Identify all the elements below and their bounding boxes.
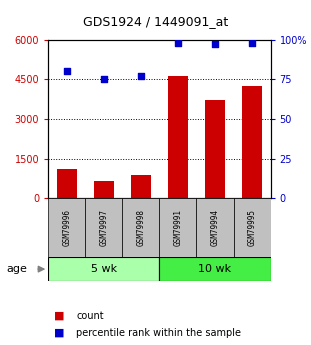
Text: GSM79994: GSM79994 [211,209,220,246]
Point [101,77,106,82]
Bar [122,198,159,257]
Bar [48,198,85,257]
Bar [131,175,151,198]
Bar [234,198,271,257]
Bar [159,257,271,281]
Text: GSM79991: GSM79991 [174,209,183,246]
Bar [57,169,77,198]
Text: 5 wk: 5 wk [91,264,117,274]
Point [249,40,254,46]
Text: percentile rank within the sample: percentile rank within the sample [76,328,241,338]
Bar [94,181,114,198]
Point [64,69,69,74]
Text: 10 wk: 10 wk [198,264,232,274]
Text: GDS1924 / 1449091_at: GDS1924 / 1449091_at [83,14,228,28]
Bar [242,87,262,198]
Text: ■: ■ [54,328,65,338]
Text: count: count [76,311,104,321]
Text: GSM79997: GSM79997 [99,209,108,246]
Bar [48,257,159,281]
Bar [159,198,197,257]
Bar [85,198,122,257]
Text: GSM79995: GSM79995 [248,209,257,246]
Point [138,73,143,79]
Point [175,40,180,46]
Text: age: age [6,264,27,274]
Bar [168,76,188,198]
Text: GSM79998: GSM79998 [136,209,145,246]
Text: GSM79996: GSM79996 [62,209,71,246]
Bar [197,198,234,257]
Text: ■: ■ [54,311,65,321]
Point [212,42,217,47]
Bar [205,100,225,198]
